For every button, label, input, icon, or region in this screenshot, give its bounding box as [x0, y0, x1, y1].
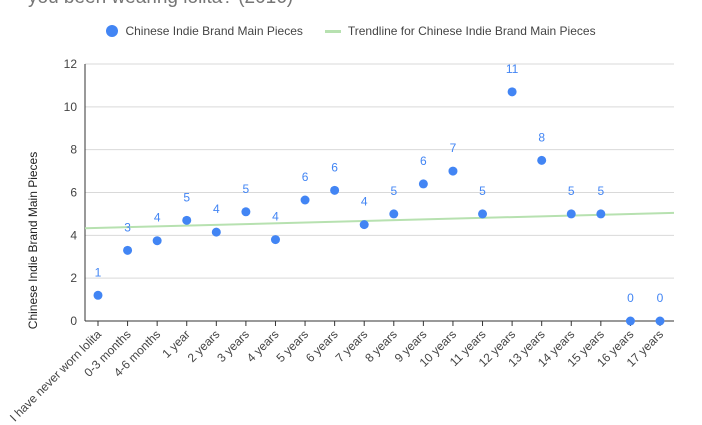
data-point: [596, 209, 606, 219]
data-label: 3: [124, 220, 131, 234]
x-tick-label: 5 years: [273, 327, 311, 365]
y-axis-title: Chinese Indie Brand Main Pieces: [26, 152, 40, 329]
data-label: 7: [450, 141, 457, 155]
trendline: [84, 211, 675, 230]
data-point: [478, 209, 488, 219]
data-label: 6: [420, 154, 427, 168]
data-point: [418, 179, 428, 189]
data-label: 5: [568, 184, 575, 198]
y-tick-label: 2: [70, 271, 77, 285]
data-point: [182, 215, 192, 225]
y-tick-label: 8: [70, 143, 77, 157]
data-point: [537, 155, 547, 165]
x-tick-label: 7 years: [333, 327, 371, 365]
data-label: 1: [95, 265, 102, 279]
chart-title: you been wearing lolita? (2016): [28, 0, 293, 9]
data-label: 4: [272, 210, 279, 224]
data-point: [300, 195, 310, 205]
data-label: 4: [213, 202, 220, 216]
y-tick-label: 4: [70, 228, 77, 242]
data-point: [507, 87, 517, 97]
data-point: [448, 166, 458, 176]
legend-dot-icon: [106, 25, 119, 37]
x-tick-label: 2 years: [185, 327, 223, 365]
data-point: [566, 209, 576, 219]
data-label: 0: [627, 291, 634, 305]
legend-item-series[interactable]: Chinese Indie Brand Main Pieces: [106, 24, 303, 38]
x-tick-label: 6 years: [303, 327, 341, 365]
data-label: 4: [154, 211, 161, 225]
data-point: [625, 316, 635, 326]
legend-item-trendline[interactable]: Trendline for Chinese Indie Brand Main P…: [324, 24, 596, 38]
x-tick-label: 4 years: [244, 327, 282, 365]
data-point: [389, 209, 399, 219]
y-tick-label: 6: [70, 186, 77, 200]
x-tick-label: 3 years: [214, 327, 252, 365]
data-label: 8: [538, 130, 545, 144]
legend-label-trendline: Trendline for Chinese Indie Brand Main P…: [347, 24, 596, 38]
data-point: [330, 185, 340, 195]
data-point: [241, 207, 251, 217]
y-tick-label: 0: [70, 314, 77, 328]
data-label: 6: [302, 170, 309, 184]
data-label: 5: [183, 190, 190, 204]
data-point: [655, 316, 665, 326]
data-point: [211, 227, 221, 237]
legend: Chinese Indie Brand Main Pieces Trendlin…: [0, 24, 702, 38]
legend-label-series: Chinese Indie Brand Main Pieces: [125, 24, 303, 38]
data-label: 5: [243, 182, 250, 196]
data-label: 11: [506, 62, 519, 76]
data-point: [152, 236, 162, 246]
data-label: 5: [597, 184, 604, 198]
data-point: [359, 220, 369, 230]
data-label: 5: [390, 184, 397, 198]
data-label: 4: [361, 195, 368, 209]
x-tick-label: 8 years: [362, 327, 400, 365]
y-tick-label: 10: [64, 100, 78, 114]
y-tick-label: 12: [64, 57, 78, 71]
data-point: [270, 235, 280, 245]
data-point: [123, 245, 133, 255]
legend-line-icon: [324, 29, 341, 33]
data-point: [93, 290, 103, 300]
data-label: 6: [331, 160, 338, 174]
data-label: 5: [479, 184, 486, 198]
data-label: 0: [657, 291, 664, 305]
